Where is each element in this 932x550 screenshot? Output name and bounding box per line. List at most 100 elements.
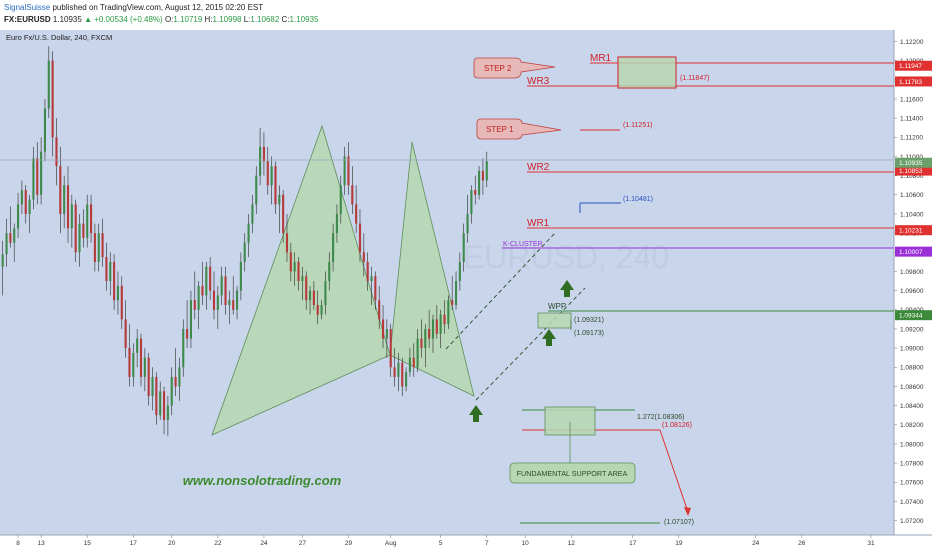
up-arrow-icon — [542, 329, 556, 346]
candle — [255, 166, 258, 214]
wpp-lower-value: (1.09173) — [574, 330, 604, 337]
wr3-tag — [895, 76, 932, 87]
candle — [262, 132, 265, 176]
candle — [439, 309, 442, 349]
candle — [17, 192, 20, 238]
candle — [274, 161, 277, 214]
candle — [247, 213, 250, 258]
candle — [339, 175, 342, 224]
candle — [197, 281, 200, 329]
k-cluster-label: K-CLUSTER — [503, 241, 543, 248]
candle — [5, 218, 8, 267]
candle — [189, 290, 192, 349]
candle — [174, 348, 177, 397]
candle — [182, 319, 185, 377]
candle — [385, 319, 388, 358]
publisher-link[interactable]: SignalSuisse — [4, 3, 51, 12]
x-tick-label: 15 — [84, 540, 92, 547]
candle — [351, 166, 354, 214]
candle — [101, 218, 104, 267]
candle — [235, 285, 239, 320]
candle — [424, 324, 427, 368]
x-tick-label: 24 — [260, 540, 268, 547]
candle — [28, 194, 31, 234]
mr1-target-box — [617, 56, 677, 89]
candle — [136, 328, 139, 368]
plot-area — [0, 30, 894, 535]
candle — [343, 146, 346, 195]
candle — [312, 281, 315, 310]
x-tick-label: 7 — [485, 540, 489, 547]
final-target-value: (1.07107) — [664, 519, 694, 526]
candle — [335, 204, 338, 243]
candle — [481, 158, 484, 195]
candle — [216, 285, 219, 329]
step2-label: STEP 2 — [484, 64, 512, 73]
open-label: O: — [164, 15, 174, 24]
x-tick-labels: 8 13 15 17 20 22 24 27 29 Aug 5 7 10 12 17 19 24 26 31 — [16, 535, 875, 547]
candle — [405, 367, 408, 392]
candle — [397, 352, 400, 392]
x-tick-label: 17 — [130, 540, 138, 547]
candle — [205, 261, 208, 310]
candle — [347, 142, 350, 195]
y-tick-label: 1.10400 — [900, 211, 924, 218]
time-axis[interactable] — [0, 535, 932, 550]
wpp-tag-text: 1.09344 — [899, 313, 923, 320]
candle — [458, 252, 461, 291]
wr3-label: WR3 — [527, 76, 550, 87]
candle — [412, 343, 415, 377]
pattern-xab-triangle — [211, 124, 391, 436]
candle — [297, 257, 300, 291]
x-tick-label: 29 — [345, 540, 353, 547]
harmonic-pattern — [211, 124, 475, 436]
candle — [59, 146, 62, 234]
last-price: 1.10935 — [52, 15, 82, 24]
candle — [43, 98, 47, 162]
symbol[interactable]: FX:EURUSD — [4, 15, 51, 24]
mr1-tag-text: 1.11947 — [899, 63, 922, 70]
candle — [132, 343, 135, 387]
wr-blue-value: (1.10481) — [623, 196, 653, 203]
y-tick-label: 1.11000 — [900, 154, 923, 161]
wpp-label: WPP — [548, 302, 566, 311]
wr1-label: WR1 — [527, 218, 550, 229]
symbol-watermark: EURUSD, 240 — [463, 239, 669, 275]
y-tick-label: 1.12200 — [900, 39, 924, 46]
candle — [116, 271, 120, 315]
candle — [485, 151, 488, 188]
candle — [374, 271, 377, 310]
candle — [82, 209, 85, 248]
candle — [305, 271, 308, 310]
candle — [40, 137, 43, 205]
candle — [362, 233, 365, 277]
mr1-tag — [895, 60, 932, 71]
candle — [470, 185, 473, 224]
pivot-levels: MR1 WR3 WR2 WR1 K-CLUSTER WPP — [0, 53, 894, 312]
candle — [478, 166, 481, 200]
projection-arrow — [659, 429, 689, 513]
channel-upper — [445, 232, 556, 350]
wr1-tag — [895, 225, 932, 236]
candle — [162, 386, 166, 435]
step1-target-value: (1.11251) — [623, 122, 652, 129]
candle — [278, 185, 281, 234]
price-axis[interactable] — [894, 30, 932, 535]
candle — [381, 305, 385, 349]
candle — [428, 309, 431, 349]
current-price-tag-text: 1.10935 — [899, 160, 923, 167]
candle — [466, 194, 469, 243]
wr2-label: WR2 — [527, 162, 550, 173]
publisher-line: SignalSuisse published on TradingView.co… — [4, 3, 263, 12]
wr1-tag-text: 1.10231 — [899, 228, 923, 235]
y-tick-label: 1.11200 — [900, 135, 923, 142]
step1-callout: STEP 1 — [476, 118, 562, 140]
candle — [358, 209, 362, 262]
y-tick-label: 1.08200 — [900, 422, 924, 429]
low-value: 1.10682 — [250, 15, 280, 24]
x-tick-label: 12 — [568, 540, 576, 547]
candle — [447, 295, 450, 329]
candle — [239, 252, 242, 301]
chart-title: Euro Fx/U.S. Dollar, 240, FXCM — [6, 33, 112, 42]
